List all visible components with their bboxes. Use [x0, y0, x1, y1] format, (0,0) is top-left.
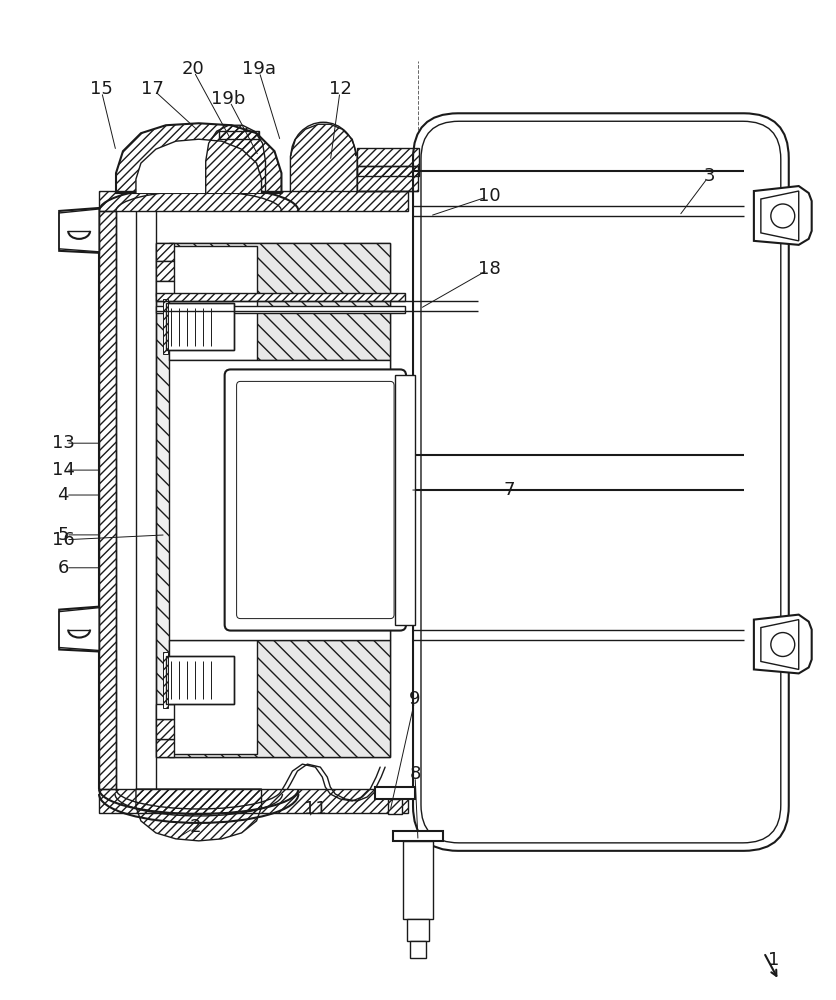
Text: 19a: 19a [242, 60, 275, 78]
Bar [99, 789, 407, 813]
Polygon shape [59, 208, 99, 253]
Text: 7: 7 [503, 481, 515, 499]
Polygon shape [169, 243, 390, 360]
Bar [395, 375, 415, 625]
Bar [99, 211, 116, 789]
Text: 12: 12 [329, 80, 351, 98]
Text: 18: 18 [478, 260, 501, 278]
Text: 15: 15 [89, 80, 112, 98]
Polygon shape [753, 615, 811, 673]
Circle shape [770, 204, 794, 228]
Text: 4: 4 [58, 486, 69, 504]
Bar [218, 131, 258, 139]
Text: 1: 1 [767, 951, 778, 969]
Text: 14: 14 [52, 461, 74, 479]
Bar [155, 739, 174, 757]
Polygon shape [169, 640, 390, 757]
Bar [375, 787, 415, 799]
Polygon shape [59, 607, 99, 651]
Bar [166, 656, 233, 704]
Polygon shape [760, 191, 798, 241]
Bar [393, 831, 442, 841]
Text: 20: 20 [181, 60, 204, 78]
Text: 5: 5 [58, 526, 69, 544]
FancyBboxPatch shape [412, 113, 788, 851]
Bar [388, 799, 401, 814]
Bar [357, 166, 417, 191]
Bar [99, 191, 407, 211]
Bar [135, 211, 155, 789]
Text: 9: 9 [409, 690, 421, 708]
Text: 13: 13 [52, 434, 74, 452]
Polygon shape [59, 209, 99, 252]
Polygon shape [135, 139, 261, 193]
Bar [155, 719, 174, 739]
Bar [155, 306, 405, 313]
Text: 8: 8 [409, 765, 421, 783]
Bar [163, 652, 168, 708]
Bar [155, 261, 174, 281]
Text: 2: 2 [190, 818, 201, 836]
Polygon shape [155, 243, 390, 757]
Polygon shape [760, 620, 798, 669]
FancyBboxPatch shape [224, 369, 405, 631]
Bar [155, 243, 174, 261]
Text: 3: 3 [702, 167, 714, 185]
Bar [155, 293, 405, 301]
Text: 6: 6 [58, 559, 69, 577]
Bar [410, 941, 426, 958]
Bar [163, 299, 168, 354]
Bar [406, 919, 429, 941]
Bar [166, 656, 233, 704]
Bar [357, 148, 419, 176]
FancyBboxPatch shape [237, 381, 394, 619]
Polygon shape [59, 608, 99, 650]
Text: 17: 17 [141, 80, 164, 98]
Bar [403, 841, 432, 919]
FancyBboxPatch shape [421, 121, 780, 843]
Bar [155, 704, 174, 719]
Bar [155, 281, 174, 296]
Bar [166, 303, 233, 350]
Bar [169, 640, 256, 754]
Text: 16: 16 [52, 531, 74, 549]
Bar [169, 246, 256, 360]
Circle shape [770, 633, 794, 656]
Text: 19b: 19b [212, 90, 246, 108]
Text: 10: 10 [478, 187, 501, 205]
Text: 11: 11 [303, 800, 326, 818]
Polygon shape [753, 186, 811, 245]
Bar [169, 360, 390, 640]
Bar [166, 303, 233, 350]
